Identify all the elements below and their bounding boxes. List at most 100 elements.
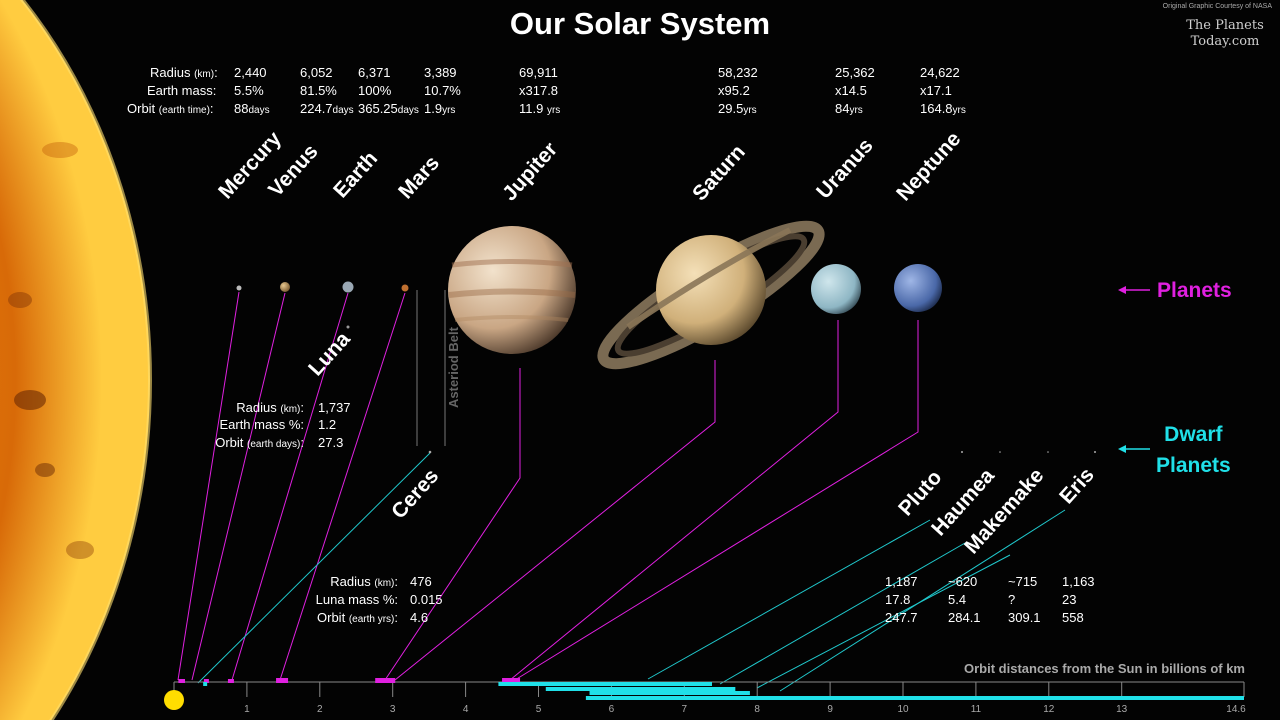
jupiter-mass-value: x317.8 <box>519 83 559 98</box>
asteroid-belt-bracket <box>416 290 446 446</box>
planet-illustrations <box>236 220 942 370</box>
ceres-mass-label: Luna mass %: <box>315 592 398 607</box>
saturn-radius-value: 58,232 <box>718 65 758 80</box>
saturn-mass-value: x95.2 <box>718 83 750 98</box>
earth-radius-value: 6,371 <box>358 65 391 80</box>
luna-radius-unit: (km) <box>280 404 301 415</box>
earth-mass-value: 100% <box>358 83 392 98</box>
luna-orbit-label-text: Orbit <box>215 435 244 450</box>
orbit-axis <box>164 678 1245 710</box>
makemake-orbit-value: 309.1 <box>1008 610 1041 625</box>
saturn-orbit-value: 29.5yrs <box>718 101 757 116</box>
mercury-mass-value: 5.5% <box>234 83 264 98</box>
tick-label-10: 10 <box>897 704 909 715</box>
axis-title: Orbit distances from the Sun in billions… <box>964 661 1245 676</box>
tick-label-7: 7 <box>681 704 688 715</box>
makemake-radius-value: ~715 <box>1008 574 1038 589</box>
luna-radius-label-text: Radius <box>236 400 277 415</box>
ceres-radius-label: Radius (km): <box>330 574 398 589</box>
pluto-orbit-value: 247.7 <box>885 610 918 625</box>
haumea-radius-value: ~620 <box>948 574 978 589</box>
radius-label: Radius (km): <box>150 65 218 80</box>
luna-orbit-label: Orbit (earth days): <box>215 435 304 450</box>
tick-label-12: 12 <box>1043 704 1055 715</box>
luna-mass-label: Earth mass %: <box>219 417 304 432</box>
neptune-orbit-value: 164.8yrs <box>920 101 966 116</box>
tick-label-9: 9 <box>827 704 833 715</box>
luna-orbit-value: 27.3 <box>318 435 344 450</box>
neptune-radius-value: 24,622 <box>920 65 960 80</box>
jupiter-orbit-mark <box>276 678 289 683</box>
pluto-orbit-bar <box>498 682 713 686</box>
luna-orbit-unit: (earth days) <box>247 439 301 450</box>
earth-orbit-mark <box>203 679 209 683</box>
tick-label-4: 4 <box>462 704 469 715</box>
neptune-orbit-unit: yrs <box>952 105 966 116</box>
haumea-orbit-value: 284.1 <box>948 610 981 625</box>
venus-orbit-value: 224.7days <box>300 101 354 116</box>
pluto-radius-value: 1,187 <box>885 574 918 589</box>
page-title: Our Solar System <box>509 6 771 41</box>
tick-label-13: 13 <box>1116 704 1128 715</box>
makemake-mass-value: ? <box>1008 592 1016 607</box>
radius-label-colon: : <box>214 65 218 80</box>
saturn-orbit-unit: yrs <box>743 105 757 116</box>
connector-lines <box>177 291 1066 692</box>
ceres-orbit-label: Orbit (earth yrs): <box>317 610 398 625</box>
sun-marker <box>164 690 184 710</box>
makemake-orbit-bar <box>589 691 750 695</box>
category-arrows <box>1118 286 1150 453</box>
tick-label-6: 6 <box>608 704 615 715</box>
neptune-mass-value: x17.1 <box>920 83 952 98</box>
eris-orbit-value: 558 <box>1062 610 1084 625</box>
orbit-label: Orbit (earth time): <box>127 101 214 116</box>
orbit-label-text: Orbit <box>127 101 156 116</box>
ceres-orbit-label-text: Orbit <box>317 610 346 625</box>
dwarf-planets-category-label: Dwarf Planets <box>1156 419 1231 481</box>
brand-logo: The Planets Today.com <box>1180 18 1270 50</box>
jupiter-orbit-value: 11.9 yrs <box>519 101 561 116</box>
earth-orbit-unit: days <box>397 105 419 116</box>
uranus-orbit-unit: yrs <box>849 105 863 116</box>
venus-mass-value: 81.5% <box>300 83 337 98</box>
radius-label-text: Radius <box>150 65 191 80</box>
dwarf-label-line-1: Dwarf <box>1164 423 1223 446</box>
brand-line-2: Today.com <box>1190 34 1260 49</box>
tick-label-11: 11 <box>970 704 982 715</box>
tick-label-1: 1 <box>244 704 250 715</box>
mars-orbit-mark <box>227 679 234 683</box>
luna-mass-value: 1.2 <box>318 417 337 432</box>
dwarf-label-line-2: Planets <box>1156 454 1231 477</box>
mars-radius-value: 3,389 <box>424 65 457 80</box>
pluto-mass-value: 17.8 <box>885 592 911 607</box>
planets-category-label: Planets <box>1157 279 1232 302</box>
tick-label-3: 3 <box>389 704 396 715</box>
mercury-orbit-mark <box>178 679 183 683</box>
luna-radius-value: 1,737 <box>318 400 351 415</box>
jupiter-radius-value: 69,911 <box>519 65 558 80</box>
orbit-label-colon: : <box>209 101 214 116</box>
tick-label-5: 5 <box>535 704 542 715</box>
sun-illustration <box>0 0 152 720</box>
mass-label: Earth mass: <box>147 83 217 98</box>
uranus-mass-value: x14.5 <box>835 83 867 98</box>
ceres-orbit-mark <box>203 682 208 686</box>
ceres-radius-value: 476 <box>410 574 432 589</box>
ceres-radius-unit: (km) <box>374 578 395 589</box>
saturn-orbit-mark <box>375 678 396 683</box>
uranus-orbit-value: 84yrs <box>835 101 863 116</box>
mars-orbit-unit: yrs <box>442 105 456 116</box>
uranus-orbit-mark <box>502 678 521 683</box>
asteroid-belt-label: Asteriod Belt <box>446 327 461 408</box>
ceres-mass-value: 0.015 <box>410 592 443 607</box>
tick-label-2: 2 <box>317 704 323 715</box>
haumea-mass-value: 5.4 <box>948 592 967 607</box>
uranus-radius-value: 25,362 <box>835 65 875 80</box>
venus-radius-value: 6,052 <box>300 65 333 80</box>
earth-orbit-value: 365.25days <box>358 101 419 116</box>
mars-mass-value: 10.7% <box>424 83 461 98</box>
luna-radius-label: Radius (km): <box>236 400 304 415</box>
tick-label-14.6: 14.6 <box>1226 704 1246 715</box>
orbit-label-unit: (earth time) <box>158 105 210 116</box>
